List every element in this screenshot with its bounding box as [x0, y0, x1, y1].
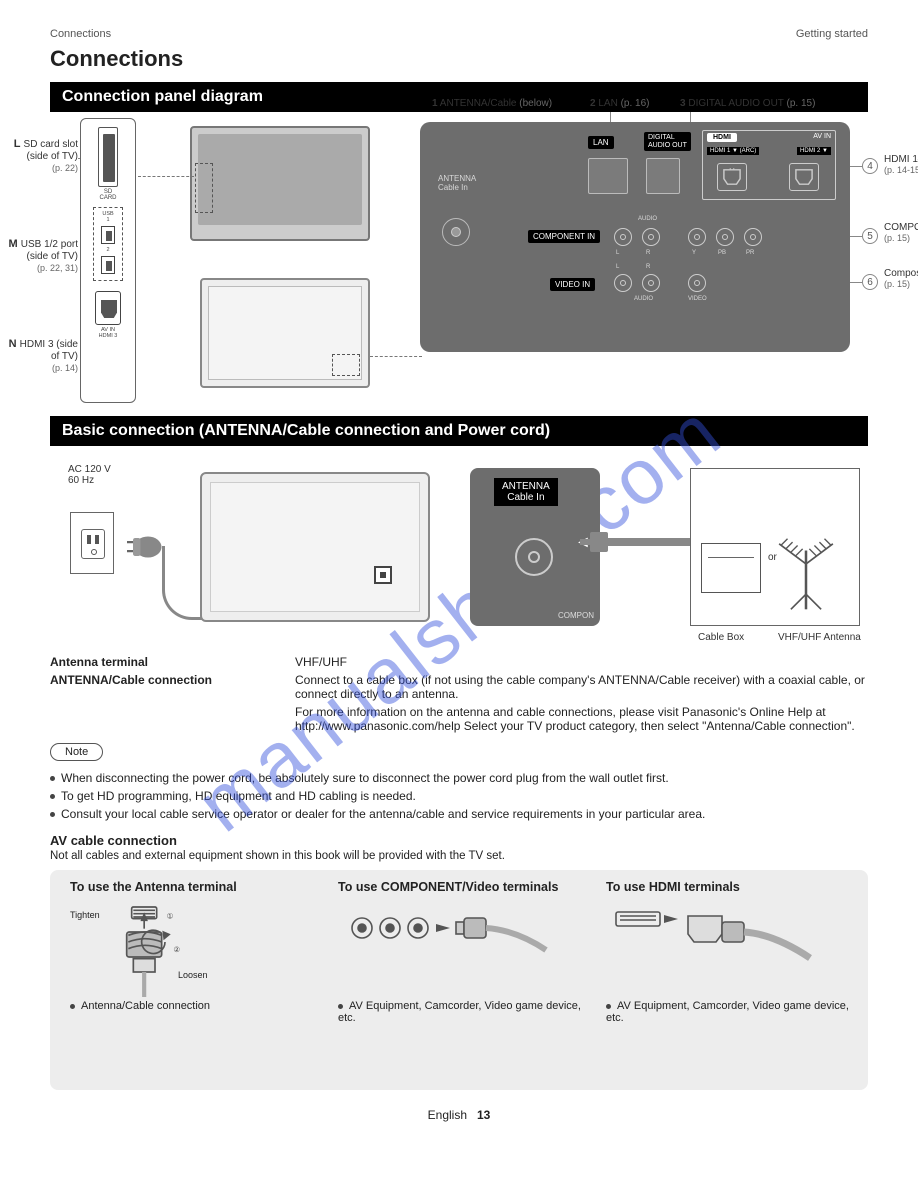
antenna-label-rear: ANTENNA Cable In — [438, 174, 476, 192]
vin-audio-l — [614, 274, 632, 292]
note-bullets: When disconnecting the power cord, be ab… — [50, 771, 868, 821]
coax-connector-fig: ① ② Tighten Loosen — [70, 902, 320, 1000]
tv-power-inlet — [374, 566, 392, 584]
page: manualshive.com Connections Getting star… — [0, 0, 918, 1188]
usb-block: USB 1 2 — [93, 207, 123, 281]
header-bar: Connections Getting started — [50, 28, 868, 40]
vin-audio-r — [642, 274, 660, 292]
callout-ant: 1 ANTENNA/Cable (below) — [432, 98, 552, 109]
tv-front-thumb — [190, 126, 370, 241]
antenna-icon — [771, 527, 841, 616]
usb-port-1 — [101, 226, 115, 244]
hdmi-cable-fig — [606, 902, 856, 1000]
av-col3-for: AV Equipment, Camcorder, Video game devi… — [606, 1000, 856, 1024]
cable-box-icon — [701, 543, 761, 593]
av-col2-for: AV Equipment, Camcorder, Video game devi… — [338, 1000, 588, 1024]
av-col-hdmi: To use HDMI terminals AV Equipment, Camc… — [606, 880, 856, 1024]
wall-outlet — [70, 512, 114, 574]
or-label: or — [768, 552, 777, 563]
hdmi-group: HDMI AV IN HDMI 1 ▼ (ARC) HDMI 2 ▼ — [702, 130, 836, 200]
dao-label: DIGITAL AUDIO OUT — [644, 132, 691, 151]
coax-port-crop — [515, 538, 553, 576]
callout-hdmi3: N HDMI 3 (side of TV) (p. 14) — [8, 338, 78, 374]
tv-rear-panel: ANTENNA Cable In LAN DIGITAL AUDIO OUT H… — [420, 122, 850, 352]
callout-hdmi12: HDMI 1–2(p. 14-15) — [884, 154, 918, 176]
footer-lang: English — [428, 1108, 467, 1122]
header-left: Connections — [50, 28, 111, 40]
comp-audio-r — [642, 228, 660, 246]
svg-text:②: ② — [173, 945, 180, 954]
lan-port — [588, 158, 628, 194]
callout-dao: 3 DIGITAL AUDIO OUT (p. 15) — [680, 98, 815, 109]
av-col-component: To use COMPONENT/Video terminals — [338, 880, 588, 1024]
hdmi1-label: HDMI 1 ▼ (ARC) — [707, 147, 759, 155]
hdmi2-label: HDMI 2 ▼ — [797, 147, 831, 155]
comp-audio-l — [614, 228, 632, 246]
vin-video — [688, 274, 706, 292]
rca-cable-fig — [338, 902, 588, 1000]
antenna-caption: VHF/UHF Antenna — [778, 632, 861, 643]
hdmi-logo: HDMI — [707, 133, 737, 142]
connection-panel-diagram: L SD card slot (side of TV) (p. 22) M US… — [50, 118, 868, 408]
antenna-crop-label: ANTENNA Cable In — [494, 478, 558, 506]
basic-connection-diagram: AC 120 V 60 Hz ANTENNA Cable In COMPON ◄ — [50, 452, 868, 647]
sd-label: SD CARD — [81, 189, 135, 201]
comp-pr — [744, 228, 762, 246]
page-footer: English 13 — [50, 1108, 868, 1122]
tv-back-thumb — [200, 278, 370, 388]
dash-connector-2 — [370, 356, 422, 357]
coax-port — [442, 218, 470, 246]
compon-crop: COMPON — [558, 611, 594, 620]
dao-port — [646, 158, 680, 194]
avin-label: AV IN — [813, 133, 831, 140]
av-col-antenna: To use the Antenna terminal ① ② — [70, 880, 320, 1012]
tv-back-large — [200, 472, 430, 622]
section2-band: Basic connection (ANTENNA/Cable connecti… — [50, 416, 868, 446]
callout-6: 6 — [862, 274, 878, 290]
svg-text:①: ① — [167, 912, 174, 921]
hdmi3-port — [95, 291, 121, 325]
comp-y — [688, 228, 706, 246]
component-label: COMPONENT IN — [528, 230, 600, 243]
callout-usb: M USB 1/2 port (side of TV) (p. 22, 31) — [8, 238, 78, 274]
lan-label: LAN — [588, 136, 614, 149]
footer-page: 13 — [477, 1108, 490, 1122]
tv-side-panel: SD CARD USB 1 2 AV IN HDMI 3 — [80, 118, 136, 403]
hdmi2-port — [789, 163, 819, 191]
dash-connector-1 — [138, 176, 194, 177]
callout-lan: 2 LAN (p. 16) — [590, 98, 650, 109]
usb-port-2 — [101, 256, 115, 274]
header-right: Getting started — [796, 28, 868, 40]
callout-component: COMPONENT(p. 15) — [884, 222, 918, 244]
callout-4: 4 — [862, 158, 878, 174]
comp-pb — [716, 228, 734, 246]
page-title: Connections — [50, 46, 868, 72]
av-cable-box: To use the Antenna terminal ① ② — [50, 870, 868, 1090]
cable-box-caption: Cable Box — [698, 632, 744, 643]
av-conn-sub: Not all cables and external equipment sh… — [50, 850, 868, 862]
signal-source-box — [690, 468, 860, 626]
callout-sd: L SD card slot (side of TV) (p. 22) — [8, 138, 78, 174]
hdmi1-port — [717, 163, 747, 191]
callout-composite: Composite(p. 15) — [884, 268, 918, 290]
note-pill: Note — [50, 743, 103, 761]
av-conn-heading: AV cable connection — [50, 833, 868, 848]
ac-label: AC 120 V 60 Hz — [68, 464, 111, 486]
hdmi3-label: AV IN HDMI 3 — [81, 327, 135, 339]
sd-card-slot — [98, 127, 118, 187]
videoin-label: VIDEO IN — [550, 278, 595, 291]
connection-notes: Antenna terminalVHF/UHF ANTENNA/Cable co… — [50, 655, 868, 733]
callout-5: 5 — [862, 228, 878, 244]
